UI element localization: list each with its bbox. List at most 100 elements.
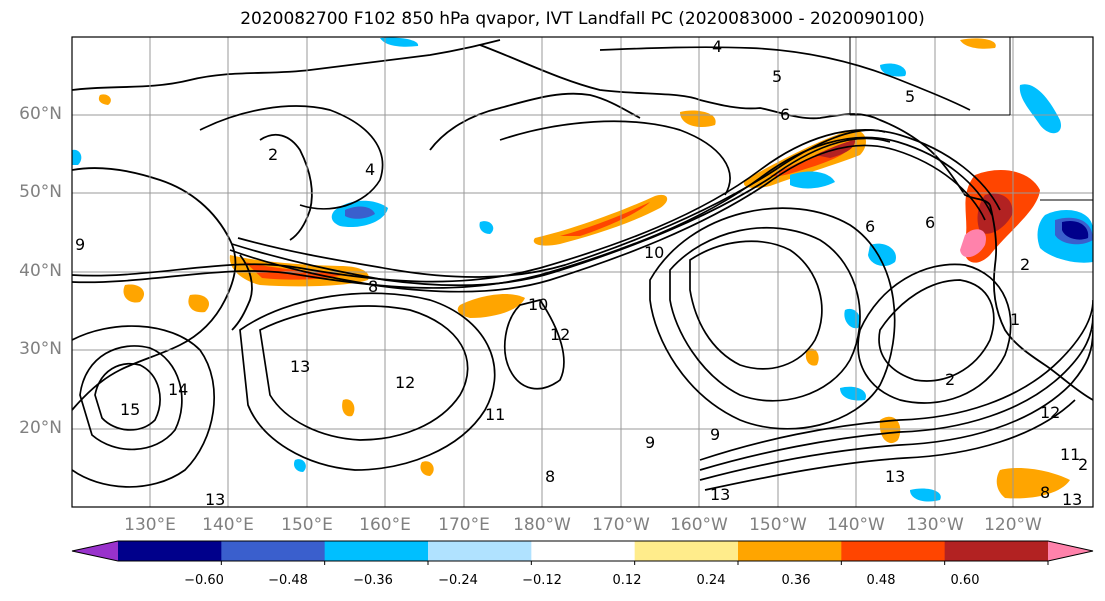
- contour-label: 4: [712, 37, 722, 56]
- contour-south-2: [699, 314, 1093, 471]
- colorbar-segment: [944, 541, 1049, 561]
- latitude-label-30n: 30°N: [19, 339, 62, 359]
- contour-12-west: [259, 305, 469, 441]
- longitude-label: 140°E: [202, 515, 254, 535]
- colorbar-tick-label: −0.60: [184, 573, 224, 588]
- negative-anomaly-spot-1: [72, 149, 82, 165]
- colorbar-tick-label: 0.48: [866, 573, 896, 588]
- contour-labels: 4 5 5 2 4 6 6 10 10 8 12 13 12 11 14 15 …: [75, 37, 1088, 509]
- qvapor-anomaly-shading: [72, 37, 1093, 502]
- colorbar-tick-label: 0.12: [612, 573, 642, 588]
- colorbar-outline: [71, 540, 1094, 562]
- contour-label: 2: [1020, 255, 1030, 274]
- contour-east-2: [857, 263, 1012, 404]
- positive-anomaly-coast-pink: [960, 229, 986, 258]
- contour-label: 6: [865, 217, 875, 236]
- coastline-japan: [231, 254, 253, 331]
- colorbar-segment: [428, 541, 532, 561]
- colorbar-tick-label: 0.36: [781, 573, 811, 588]
- longitude-label: 150°W: [749, 515, 807, 535]
- contour-label: 14: [168, 380, 188, 399]
- negative-anomaly-bottom-2: [840, 386, 866, 401]
- contour-jet-1: [72, 129, 1001, 283]
- contour-label: 1: [1010, 310, 1020, 329]
- contour-label: 8: [1040, 483, 1050, 502]
- positive-anomaly-spot-1: [123, 284, 145, 303]
- contour-label: 5: [905, 87, 915, 106]
- contour-label: 11: [485, 405, 505, 424]
- contour-label: 10: [644, 243, 664, 262]
- latitude-label-60n: 60°N: [19, 104, 62, 124]
- negative-anomaly-spot-2: [479, 221, 494, 234]
- positive-anomaly-spot-5: [960, 38, 996, 49]
- colorbar-segment: [841, 541, 946, 561]
- contour-east-1: [878, 279, 995, 382]
- latitude-label-20n: 20°N: [19, 418, 62, 438]
- colorbar-tick-label: −0.12: [522, 573, 562, 588]
- contour-south-4: [704, 399, 1076, 491]
- longitude-label: 170°E: [438, 515, 490, 535]
- coastline-kamchatka: [259, 133, 313, 241]
- colorbar-segment: [324, 541, 429, 561]
- contour-north-2: [499, 120, 731, 196]
- latitude-label-50n: 50°N: [19, 182, 62, 202]
- coastlines: [72, 39, 1093, 411]
- contour-label: 13: [885, 467, 905, 486]
- longitude-label: 120°W: [984, 515, 1042, 535]
- latitude-label-40n: 40°N: [19, 261, 62, 281]
- contour-label: 9: [710, 425, 720, 444]
- negative-anomaly-kamchatka-mid: [345, 206, 375, 219]
- contour-label: 8: [545, 467, 555, 486]
- colorbar-segment: [634, 541, 739, 561]
- contour-label: 11: [1060, 445, 1080, 464]
- colorbar-tick-label: 0.60: [950, 573, 980, 588]
- contour-south-1: [699, 299, 1093, 461]
- contour-gyre-1: [503, 299, 565, 390]
- positive-anomaly-bottom-right: [996, 468, 1070, 499]
- positive-anomaly-jet-mid: [533, 194, 668, 246]
- coastline-north-america: [989, 204, 1093, 401]
- contour-gyre-3: [669, 226, 861, 402]
- contour-label: 5: [772, 67, 782, 86]
- longitude-label: 140°W: [827, 515, 885, 535]
- contour-label: 8: [368, 277, 378, 296]
- contour-label: 4: [365, 160, 375, 179]
- contour-label: 2: [268, 145, 278, 164]
- contour-label: 13: [290, 357, 310, 376]
- contour-label: 13: [1062, 490, 1082, 509]
- colorbar: [71, 540, 1094, 565]
- contour-label: 15: [120, 400, 140, 419]
- contour-gyre-4: [649, 207, 896, 430]
- contour-north-3: [599, 46, 971, 111]
- coastline-asia: [72, 167, 237, 411]
- colorbar-tick-label: 0.24: [696, 573, 726, 588]
- positive-anomaly-spot-3: [805, 348, 819, 366]
- negative-anomaly-northeast-dark: [1062, 220, 1089, 240]
- longitude-label: 130°E: [124, 515, 176, 535]
- contour-label: 2: [1078, 455, 1088, 474]
- contour-label: 10: [528, 295, 548, 314]
- contour-label: 2: [945, 370, 955, 389]
- longitude-label: 150°E: [281, 515, 333, 535]
- contour-jet-5: [237, 129, 886, 278]
- contour-jet-3: [229, 144, 986, 293]
- longitude-label: 170°W: [592, 515, 650, 535]
- contour-high-west-3: [72, 325, 215, 488]
- negative-anomaly-spot-3: [293, 459, 306, 472]
- contour-label: 12: [550, 325, 570, 344]
- negative-anomaly-gulf: [790, 171, 835, 189]
- positive-anomaly-gulf-alaska: [743, 129, 866, 188]
- colorbar-tick-label: −0.24: [438, 573, 478, 588]
- longitude-label: 180°W: [513, 515, 571, 535]
- colorbar-segment: [738, 541, 842, 561]
- map-border: [71, 36, 1094, 508]
- graticule: [72, 37, 1093, 507]
- contour-gyre-2: [689, 240, 823, 370]
- colorbar-tick-label: −0.36: [353, 573, 393, 588]
- negative-anomaly-coast-north: [1019, 84, 1061, 134]
- negative-anomaly-top: [380, 37, 419, 47]
- longitude-label: 160°E: [359, 515, 411, 535]
- contour-high-west-1: [94, 363, 161, 431]
- colorbar-segment: [221, 541, 326, 561]
